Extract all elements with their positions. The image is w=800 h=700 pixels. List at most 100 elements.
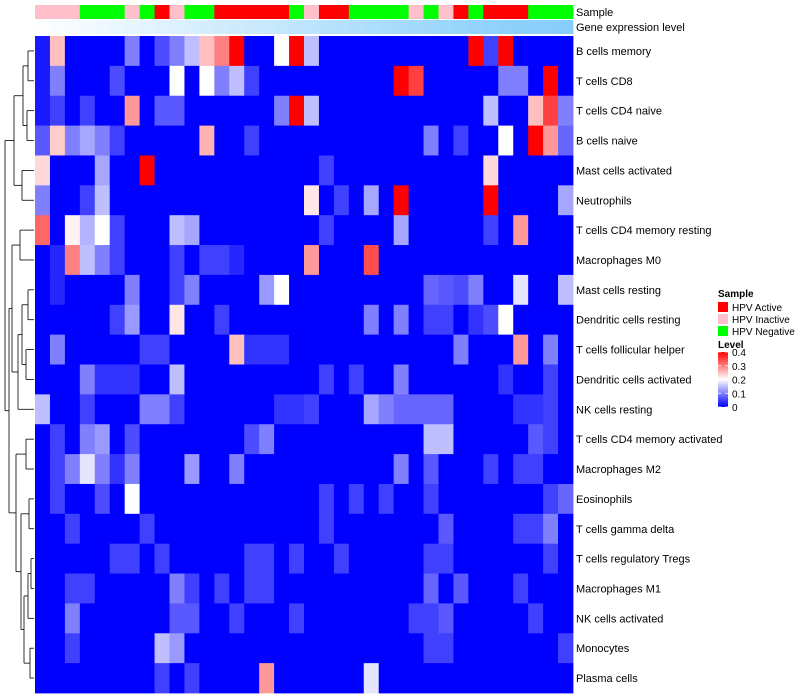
heatmap-cell <box>94 424 111 455</box>
heatmap-cell <box>438 65 454 97</box>
heatmap-cell <box>139 543 155 574</box>
heatmap-cell <box>378 155 395 186</box>
heatmap-cell <box>154 483 170 515</box>
heatmap-cell <box>318 185 335 216</box>
heatmap-cell <box>94 454 111 485</box>
heatmap-cell <box>139 215 155 246</box>
heatmap-cell <box>498 364 514 395</box>
heatmap-cell <box>154 304 170 336</box>
sample-annotation-cell <box>139 5 155 19</box>
heatmap-cell <box>214 394 230 425</box>
heatmap-cell <box>229 603 245 634</box>
heatmap-cell <box>244 603 260 634</box>
heatmap-cell <box>199 424 215 455</box>
heatmap-cell <box>154 573 170 604</box>
heatmap-cell <box>363 274 380 306</box>
heatmap-cell <box>528 513 544 545</box>
heatmap-cell <box>528 483 544 515</box>
heatmap-cell <box>363 394 380 425</box>
heatmap-cell <box>64 424 81 455</box>
heatmap-cell <box>393 334 410 365</box>
heatmap-cell <box>274 125 290 156</box>
heatmap-cell <box>274 663 290 694</box>
heatmap-cell <box>333 215 350 246</box>
heatmap-cell <box>528 95 544 126</box>
sample-annotation-track <box>35 5 574 19</box>
heatmap-cell <box>438 155 454 186</box>
heatmap-cell <box>229 483 245 515</box>
heatmap-cell <box>408 394 424 425</box>
heatmap-cell <box>393 454 410 485</box>
heatmap-cell <box>408 36 424 67</box>
heatmap-cell <box>393 274 410 306</box>
heatmap-cell <box>513 513 529 545</box>
heatmap-cell <box>363 215 380 246</box>
heatmap-cell <box>468 603 484 634</box>
gene-expression-cell <box>363 20 380 34</box>
heatmap-cell <box>229 334 245 365</box>
heatmap-cell <box>169 95 185 126</box>
heatmap-cell <box>453 334 469 365</box>
heatmap-cell <box>483 483 499 515</box>
heatmap-cell <box>274 215 290 246</box>
heatmap-cell <box>79 663 96 694</box>
heatmap-cell <box>259 364 275 395</box>
row-dendrogram <box>4 50 34 679</box>
heatmap-cell <box>244 633 260 664</box>
gene-expression-cell <box>468 20 484 34</box>
heatmap-cell <box>363 424 380 455</box>
heatmap-cell <box>333 573 350 604</box>
row-label: Mast cells resting <box>576 285 661 297</box>
heatmap-cell <box>348 633 365 664</box>
sample-annotation-cell <box>318 5 335 19</box>
heatmap-cell <box>378 543 395 574</box>
heatmap-cell <box>438 603 454 634</box>
heatmap-cell <box>64 274 81 306</box>
heatmap-cell <box>259 304 275 336</box>
heatmap-cell <box>124 185 141 216</box>
heatmap-cell <box>304 245 320 276</box>
heatmap-cell <box>64 543 81 574</box>
heatmap-cell <box>378 245 395 276</box>
row-label: Macrophages M0 <box>576 255 661 267</box>
heatmap-cell <box>274 274 290 306</box>
heatmap-cell <box>363 185 380 216</box>
heatmap-cell <box>528 36 544 67</box>
heatmap-cell <box>333 245 350 276</box>
heatmap-cell <box>438 125 454 156</box>
row-label: T cells CD8 <box>576 76 633 88</box>
heatmap-cell <box>259 36 275 67</box>
heatmap-cell <box>154 274 170 306</box>
heatmap-cell <box>214 185 230 216</box>
gene-expression-annotation-track <box>35 20 574 34</box>
heatmap-cell <box>169 245 185 276</box>
heatmap-cell <box>393 663 410 694</box>
heatmap-cell <box>184 483 200 515</box>
heatmap-cell <box>423 155 439 186</box>
heatmap-cell <box>274 364 290 395</box>
heatmap-cell <box>468 155 484 186</box>
gene-expression-cell <box>109 20 126 34</box>
heatmap-cell <box>528 394 544 425</box>
heatmap-cell <box>528 454 544 485</box>
heatmap-cell <box>393 364 410 395</box>
heatmap-cell <box>423 95 439 126</box>
heatmap-cell <box>35 663 51 694</box>
heatmap-cell <box>94 543 111 574</box>
heatmap-cell <box>199 334 215 365</box>
heatmap-cell <box>64 633 81 664</box>
heatmap-cell <box>154 633 170 664</box>
heatmap-cell <box>468 454 484 485</box>
heatmap-cell <box>393 95 410 126</box>
heatmap-cell <box>289 304 305 336</box>
heatmap-cell <box>318 543 335 574</box>
heatmap-cell <box>348 663 365 694</box>
heatmap-cell <box>49 603 66 634</box>
heatmap-cell <box>199 274 215 306</box>
heatmap-cell <box>423 274 439 306</box>
heatmap-cell <box>528 334 544 365</box>
heatmap-cell <box>304 274 320 306</box>
heatmap-cell <box>513 543 529 574</box>
heatmap-cell <box>35 185 51 216</box>
heatmap-cell <box>453 245 469 276</box>
